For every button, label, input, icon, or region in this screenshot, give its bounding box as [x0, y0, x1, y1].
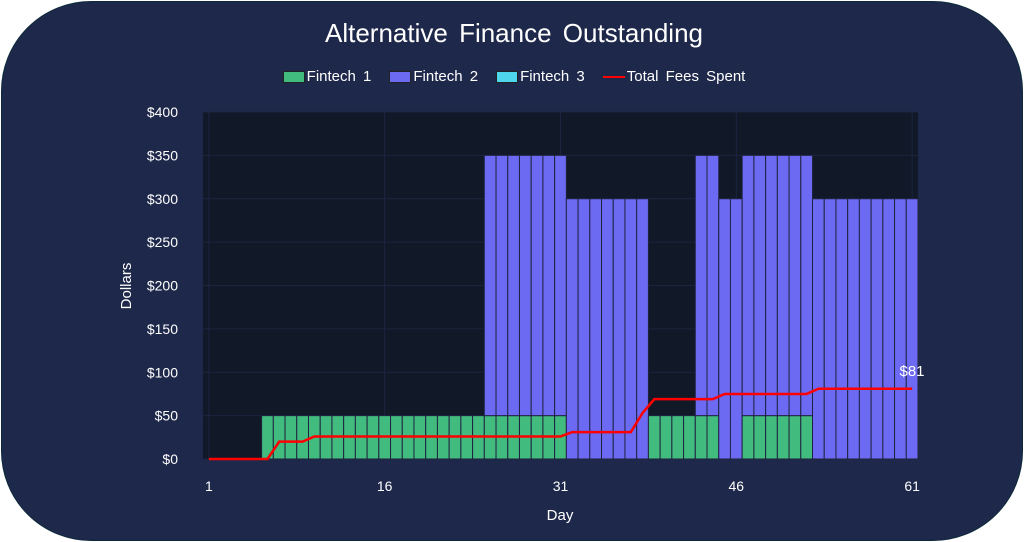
bar-fintech-1 — [706, 415, 720, 460]
bar-fintech-2 — [882, 198, 896, 460]
legend-item-fintech-1[interactable]: Fintech 1 — [282, 68, 372, 85]
bar-fintech-2 — [835, 198, 849, 460]
legend-line — [602, 75, 625, 78]
legend-item-total-fees[interactable]: Total Fees Spent — [602, 68, 746, 85]
bar-fintech-1 — [671, 415, 685, 460]
legend-swatch — [389, 70, 412, 83]
y-tick-label: $0 — [162, 451, 178, 467]
x-tick-label: 16 — [377, 478, 393, 494]
bar-fintech-2 — [776, 154, 790, 417]
bar-fintech-2 — [694, 154, 708, 417]
bar-fintech-1 — [683, 415, 696, 460]
bar-fintech-2 — [507, 154, 520, 417]
legend-label: Fintech 1 — [306, 68, 372, 85]
legend-label: Fintech 2 — [413, 68, 479, 85]
bar-fintech-2 — [753, 154, 767, 417]
bar-fintech-2 — [718, 198, 731, 460]
bar-fintech-2 — [765, 154, 778, 417]
bar-fintech-2 — [847, 198, 860, 460]
x-axis-label: Day — [547, 507, 574, 524]
y-tick-label: $100 — [147, 364, 178, 380]
bar-fintech-2 — [542, 154, 556, 417]
bar-fintech-1 — [788, 415, 802, 460]
bar-fintech-1 — [800, 415, 814, 460]
y-tick-label: $150 — [147, 321, 178, 337]
bar-fintech-1 — [776, 415, 790, 460]
x-tick-label: 1 — [205, 478, 213, 494]
bar-fintech-2 — [518, 154, 532, 417]
y-tick-label: $400 — [147, 104, 178, 120]
legend-item-fintech-2[interactable]: Fintech 2 — [389, 68, 478, 85]
bar-fintech-1 — [284, 415, 298, 460]
bar-fintech-2 — [577, 198, 591, 460]
y-tick-label: $200 — [147, 278, 178, 294]
bar-fintech-2 — [483, 154, 497, 417]
bar-fintech-2 — [554, 154, 567, 417]
bar-fintech-2 — [530, 154, 544, 417]
legend-label: Fintech 3 — [520, 68, 585, 85]
legend-swatch — [496, 70, 519, 83]
bar-fintech-1 — [296, 415, 309, 460]
bar-fintech-2 — [612, 198, 626, 460]
bar-fintech-2 — [823, 198, 837, 460]
bar-fintech-2 — [894, 198, 907, 460]
bar-fintech-2 — [812, 198, 825, 460]
bar-fintech-1 — [765, 415, 778, 460]
bar-fintech-1 — [694, 415, 708, 460]
last-value-label: $81 — [899, 363, 924, 380]
y-tick-label: $300 — [147, 191, 178, 207]
chart-title: Alternative Finance Outstanding — [325, 18, 703, 48]
bar-fintech-1 — [647, 415, 661, 460]
bar-fintech-2 — [495, 154, 509, 417]
bar-fintech-1 — [272, 415, 286, 460]
x-tick-label: 31 — [553, 478, 569, 494]
legend-swatch — [282, 70, 305, 83]
x-tick-label: 46 — [729, 478, 745, 494]
legend: Fintech 1 Fintech 2 Fintech 3 Total Fees… — [2, 68, 1022, 85]
bar-fintech-2 — [565, 198, 579, 460]
y-axis-label: Dollars — [118, 263, 135, 310]
bar-fintech-2 — [858, 198, 872, 460]
bar-fintech-2 — [870, 198, 884, 460]
legend-item-fintech-3[interactable]: Fintech 3 — [496, 68, 585, 85]
bar-fintech-1 — [659, 415, 673, 460]
bar-fintech-2 — [905, 198, 919, 460]
bar-fintech-2 — [800, 154, 814, 417]
bar-fintech-2 — [706, 154, 720, 417]
y-tick-label: $350 — [147, 147, 178, 163]
legend-label: Total Fees Spent — [626, 68, 746, 85]
y-tick-label: $250 — [147, 234, 178, 250]
y-tick-label: $50 — [155, 408, 179, 424]
bar-fintech-2 — [636, 198, 649, 460]
bar-fintech-2 — [741, 154, 755, 417]
bar-fintech-2 — [729, 198, 743, 460]
bar-fintech-2 — [788, 154, 802, 417]
x-tick-label: 61 — [904, 478, 920, 494]
bar-fintech-1 — [753, 415, 767, 460]
bar-fintech-2 — [589, 198, 603, 460]
bar-fintech-1 — [741, 415, 755, 460]
bar-fintech-2 — [601, 198, 614, 460]
bar-fintech-2 — [624, 198, 638, 460]
